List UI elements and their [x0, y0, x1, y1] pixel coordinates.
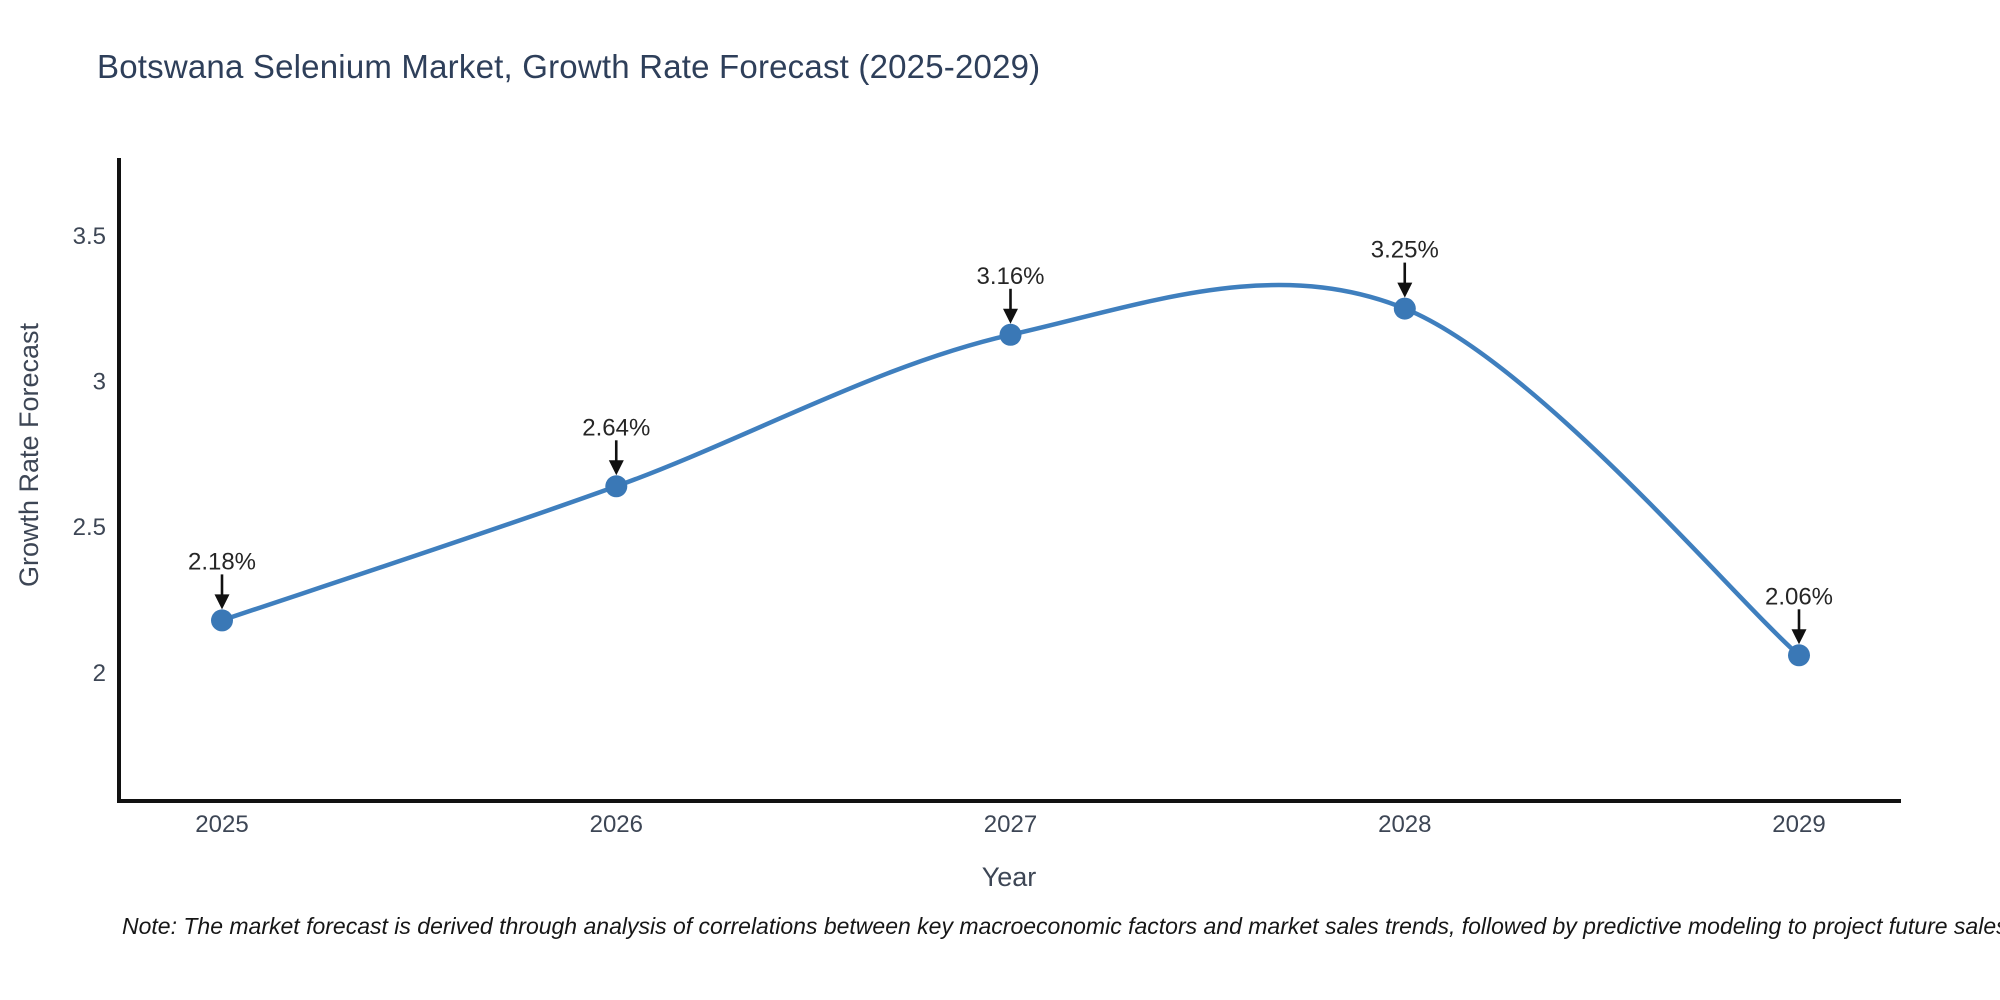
data-point-marker[interactable]: [605, 475, 628, 498]
y-axis-tick-labels: 2 2.5 3 3.5: [73, 223, 106, 687]
annotation-arrowhead-icon: [608, 460, 624, 476]
x-tick-label: 2026: [590, 811, 643, 838]
point-annotation: 3.25%: [1371, 237, 1439, 298]
point-value-label: 2.64%: [582, 414, 650, 441]
x-axis-tick-labels: 2025 2026 2027 2028 2029: [195, 811, 1825, 838]
x-tick-label: 2025: [195, 811, 248, 838]
chart-title: Botswana Selenium Market, Growth Rate Fo…: [97, 48, 1041, 85]
y-tick-label: 3.5: [73, 223, 106, 250]
axis-lines: [117, 158, 1901, 803]
annotation-arrowhead-icon: [1397, 282, 1413, 298]
point-annotation: 2.18%: [188, 548, 256, 610]
footnote: Note: The market forecast is derived thr…: [122, 913, 2000, 939]
data-point-marker[interactable]: [211, 609, 233, 632]
point-value-label: 2.06%: [1765, 583, 1833, 610]
annotation-arrowhead-icon: [1003, 308, 1018, 324]
x-tick-label: 2027: [984, 811, 1037, 838]
point-value-label: 2.18%: [188, 548, 256, 575]
point-annotations: 2.18% 2.64% 3.16% 3.25% 2.06%: [188, 237, 1833, 645]
point-value-label: 3.25%: [1371, 237, 1439, 264]
point-annotation: 3.16%: [976, 263, 1045, 324]
y-tick-label: 2.5: [73, 514, 106, 541]
y-tick-label: 2: [93, 660, 106, 687]
data-point-marker[interactable]: [999, 323, 1022, 346]
point-annotation: 2.06%: [1765, 583, 1833, 645]
x-tick-label: 2028: [1378, 811, 1431, 838]
series-markers: [211, 297, 1810, 667]
x-axis-title: Year: [982, 862, 1037, 892]
y-axis-title: Growth Rate Forecast: [14, 322, 44, 587]
annotation-arrowhead-icon: [214, 594, 230, 610]
annotation-arrowhead-icon: [1791, 629, 1807, 645]
point-annotation: 2.64%: [582, 414, 650, 476]
data-point-marker[interactable]: [1393, 297, 1416, 320]
point-value-label: 3.16%: [976, 263, 1044, 290]
x-tick-label: 2029: [1772, 811, 1825, 838]
y-tick-label: 3: [93, 368, 106, 395]
data-point-marker[interactable]: [1788, 644, 1810, 667]
